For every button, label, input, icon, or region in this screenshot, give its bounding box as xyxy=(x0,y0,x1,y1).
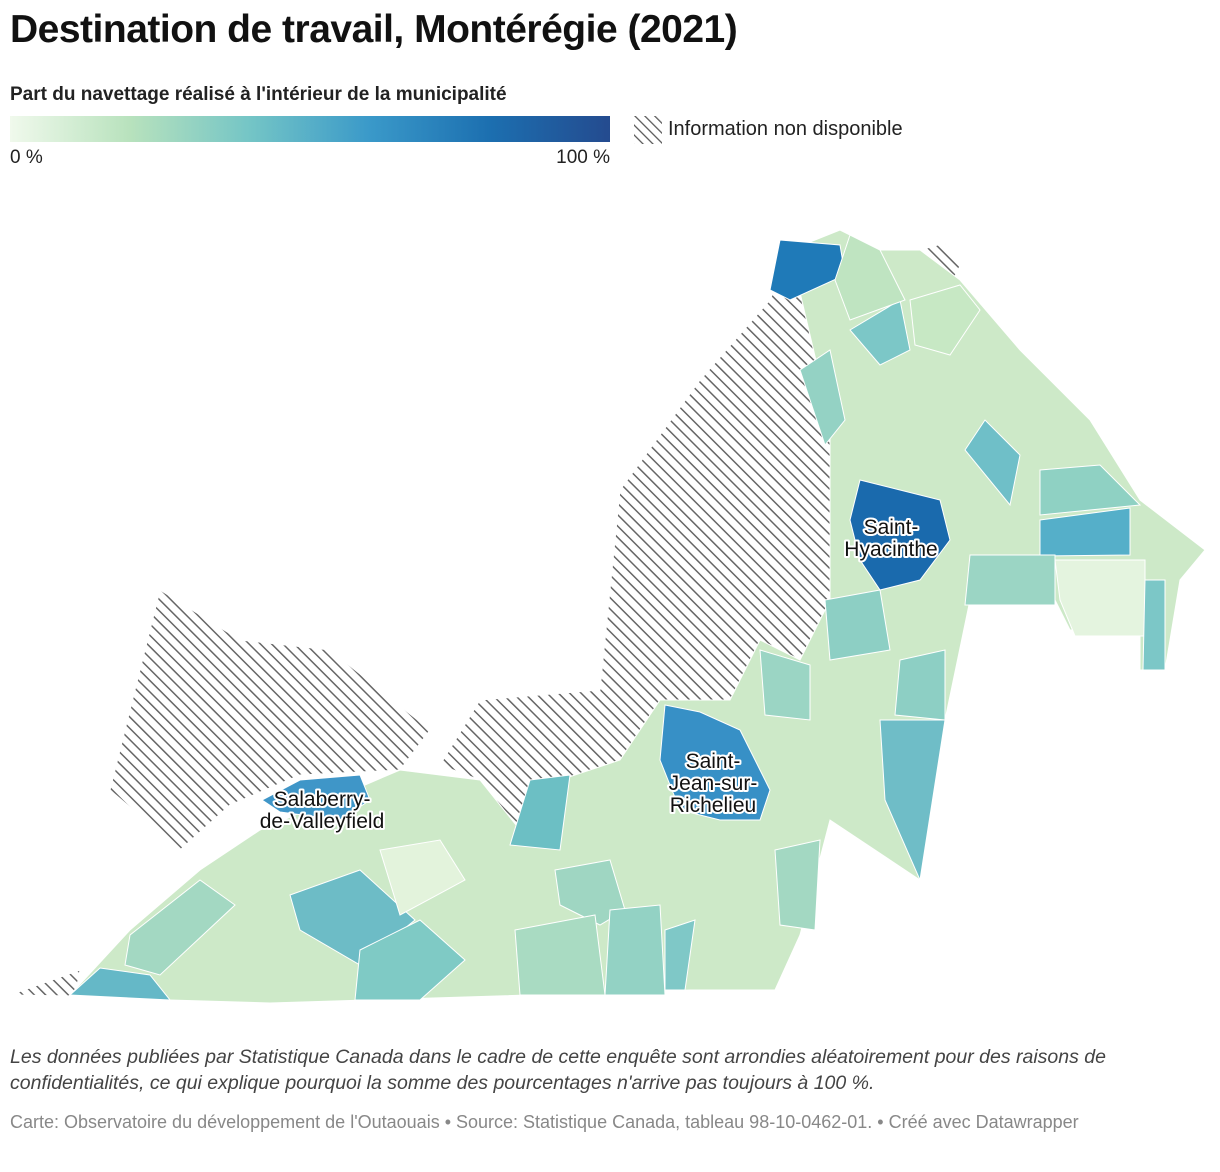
region xyxy=(514,914,606,996)
title: Destination de travail, Montérégie (2021… xyxy=(10,8,738,51)
legend-max: 100 % xyxy=(556,147,610,168)
region xyxy=(849,479,951,591)
region xyxy=(379,839,466,916)
region xyxy=(834,234,906,321)
region xyxy=(1039,507,1131,557)
credit: Carte: Observatoire du développement de … xyxy=(10,1112,1079,1132)
na-region xyxy=(9,969,81,997)
region xyxy=(759,649,811,721)
region xyxy=(1142,579,1166,671)
region xyxy=(68,967,172,1001)
region xyxy=(849,299,911,366)
na-label: Information non disponible xyxy=(668,118,903,140)
region xyxy=(509,774,571,851)
note: Les données publiées par Statistique Can… xyxy=(10,1046,1106,1095)
region xyxy=(1054,559,1146,637)
region xyxy=(799,349,846,447)
region xyxy=(774,839,821,931)
region xyxy=(354,919,466,1001)
city-label: Salaberry-de-Valleyfield xyxy=(260,788,385,833)
city-label: Saint-Hyacinthe xyxy=(844,516,937,561)
region xyxy=(879,719,946,882)
region xyxy=(909,284,981,356)
region xyxy=(664,919,696,991)
na-region xyxy=(109,589,431,851)
legend-title: Part du navettage réalisé à l'intérieur … xyxy=(10,84,507,105)
legend-gradient xyxy=(10,116,610,142)
region xyxy=(659,704,771,821)
region xyxy=(964,554,1056,606)
region xyxy=(824,589,891,661)
regions xyxy=(9,229,1206,1004)
map: Saint-Hyacinthe Saint-Jean-sur-Richelieu… xyxy=(9,229,1206,1004)
region xyxy=(1039,464,1142,516)
legend-min: 0 % xyxy=(10,147,43,168)
region xyxy=(769,239,846,301)
city-label: Saint-Jean-sur-Richelieu xyxy=(669,750,758,817)
region xyxy=(261,774,371,821)
region xyxy=(604,904,666,996)
region xyxy=(964,419,1021,507)
region xyxy=(894,649,946,721)
region xyxy=(124,879,236,976)
na-swatch xyxy=(634,116,662,144)
